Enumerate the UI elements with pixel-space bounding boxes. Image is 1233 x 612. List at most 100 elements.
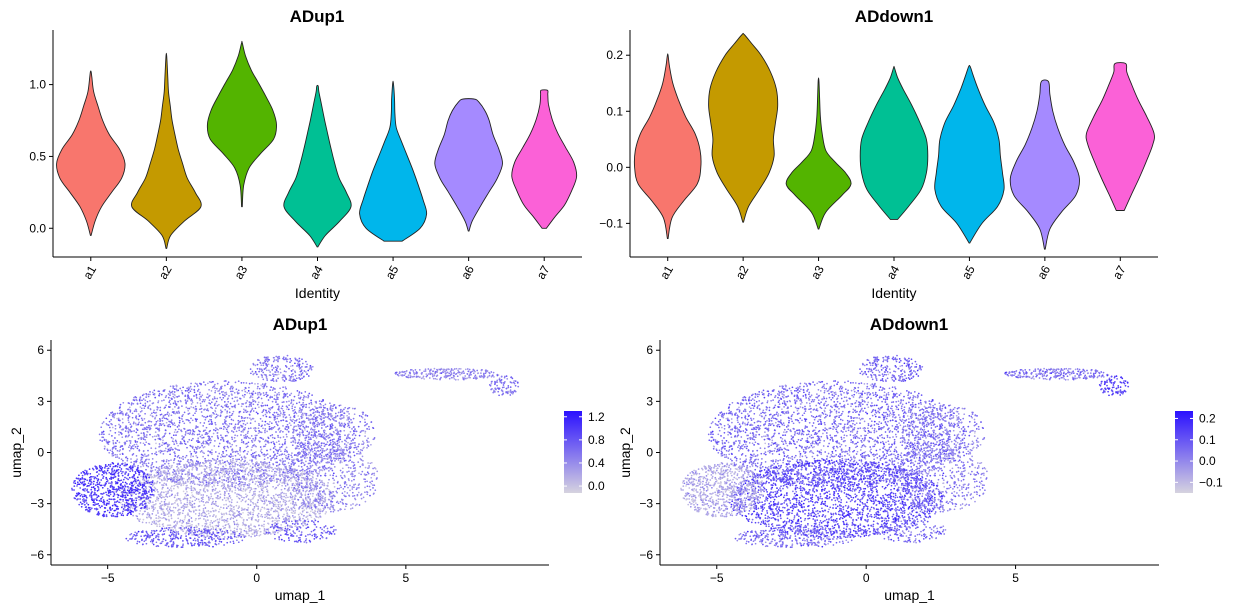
cell-point [230,414,233,417]
cell-point [313,468,316,471]
cell-point [281,484,283,487]
cell-point [255,411,258,414]
cell-point [282,471,285,474]
cell-point [252,399,254,401]
cell-point [292,440,295,443]
cell-point [191,432,194,435]
cell-point [272,413,274,416]
cell-point [228,476,231,478]
cell-point [154,417,156,420]
cell-point [201,437,203,439]
cell-point [262,364,265,367]
cell-point [103,439,106,441]
cell-point [316,511,319,513]
cell-point [162,450,164,453]
x-tick-label: a5 [959,263,978,282]
cell-point [184,456,187,459]
cell-point [214,383,216,386]
cell-point [331,407,334,410]
cell-point [176,480,178,482]
cell-point [259,480,262,483]
cell-point [156,433,159,436]
cell-point [186,460,189,463]
cell-point [271,501,273,504]
cell-point [198,397,201,400]
cell-point [244,435,247,438]
cell-point [205,476,208,479]
cell-point [238,410,241,413]
violin-a5 [359,80,428,242]
cell-point [285,456,287,459]
cell-point [284,427,287,430]
cell-point [224,395,226,397]
cell-point [191,445,194,448]
cell-point [281,461,284,464]
cell-point [271,389,274,391]
cell-point [254,483,257,485]
cell-point [206,494,208,497]
cell-point [192,414,195,417]
cell-point [166,466,168,469]
cell-point [255,468,258,470]
cell-point [198,476,201,479]
cell-point [195,451,198,453]
cell-point [285,507,288,510]
cell-point [204,433,207,436]
x-tick-label: a6 [1034,263,1053,282]
cell-point [214,481,217,483]
cell-point [290,402,292,405]
cell-point [157,499,159,502]
cell-point [184,492,187,495]
cell-point [259,530,262,533]
cell-point [158,523,161,526]
cell-point [264,429,266,432]
cell-point [211,489,214,491]
cell-point [288,515,290,518]
cell-point [175,470,178,472]
cell-point [270,441,273,444]
cell-point [324,512,327,515]
cell-point [309,510,312,513]
cell-point [158,471,160,474]
cell-point [315,451,318,453]
cell-point [241,389,244,392]
cell-point [209,429,212,432]
cell-point [178,428,180,431]
cell-point [301,470,304,473]
cell-point [138,399,141,402]
cell-point [308,507,311,510]
cell-point [257,516,260,518]
cell-point [278,463,281,466]
cell-point [249,437,251,440]
cell-point [222,525,224,528]
cell-point [294,379,297,382]
cell-point [204,475,207,477]
cell-point [243,388,246,391]
cell-point [191,494,194,497]
cell-point [238,497,241,500]
cell-point [141,454,144,456]
cell-point [277,505,280,508]
cell-point [154,412,156,414]
cell-point [192,487,195,489]
cell-point [162,522,165,525]
cell-point [201,484,203,487]
cell-point [311,479,314,482]
cell-point [247,503,250,506]
cell-point [289,416,292,419]
cell-point [139,510,142,512]
cell-point [280,497,283,500]
cell-point [127,427,129,429]
cell-point [200,497,203,499]
cell-point [187,475,189,477]
cell-point [317,430,320,432]
cell-point [157,401,159,404]
cell-point [208,380,211,383]
cell-point [130,403,133,406]
cell-point [269,479,271,482]
cell-point [209,497,212,500]
cell-point [158,465,161,468]
cell-point [238,482,241,485]
cell-point [254,426,257,429]
cell-point [227,440,229,442]
